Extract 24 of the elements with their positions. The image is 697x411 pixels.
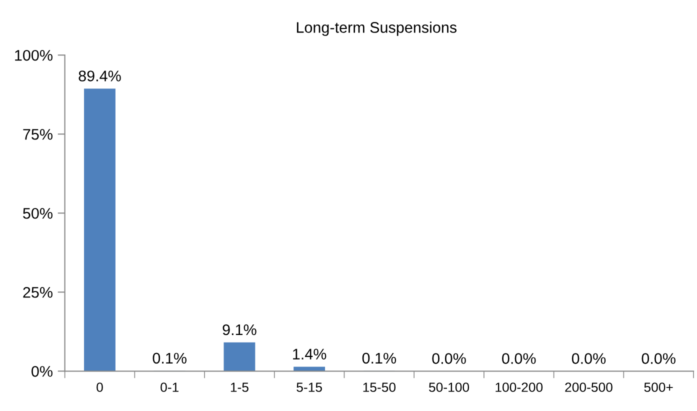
data-label: 89.4% bbox=[78, 70, 121, 82]
data-label: 9.1% bbox=[222, 324, 256, 336]
data-label: 1.4% bbox=[293, 348, 326, 360]
y-tick-label: 0% bbox=[32, 366, 52, 377]
y-tick-label: 50% bbox=[23, 208, 52, 219]
x-tick-label: 50-100 bbox=[429, 382, 470, 392]
x-tick-label: 200-500 bbox=[565, 382, 612, 392]
x-tick-label: 5-15 bbox=[296, 382, 322, 392]
x-tick-label: 1-5 bbox=[230, 382, 248, 392]
chart-title: Long-term Suspensions bbox=[296, 22, 457, 36]
data-label: 0.0% bbox=[432, 353, 466, 364]
data-label: 0.0% bbox=[502, 353, 536, 364]
y-tick-label: 25% bbox=[23, 286, 52, 298]
x-tick-label: 0 bbox=[96, 382, 103, 392]
data-label: 0.0% bbox=[572, 353, 606, 364]
x-tick-label: 0-1 bbox=[160, 382, 178, 392]
x-tick-label: 15-50 bbox=[363, 382, 396, 392]
x-tick-label: 500+ bbox=[644, 382, 673, 392]
y-tick-label: 100% bbox=[15, 50, 52, 61]
data-label: 0.0% bbox=[642, 353, 676, 364]
data-label: 0.1% bbox=[362, 352, 396, 364]
y-tick-label: 75% bbox=[23, 129, 52, 140]
data-label: 0.1% bbox=[152, 352, 186, 364]
x-tick-label: 100-200 bbox=[496, 382, 543, 392]
